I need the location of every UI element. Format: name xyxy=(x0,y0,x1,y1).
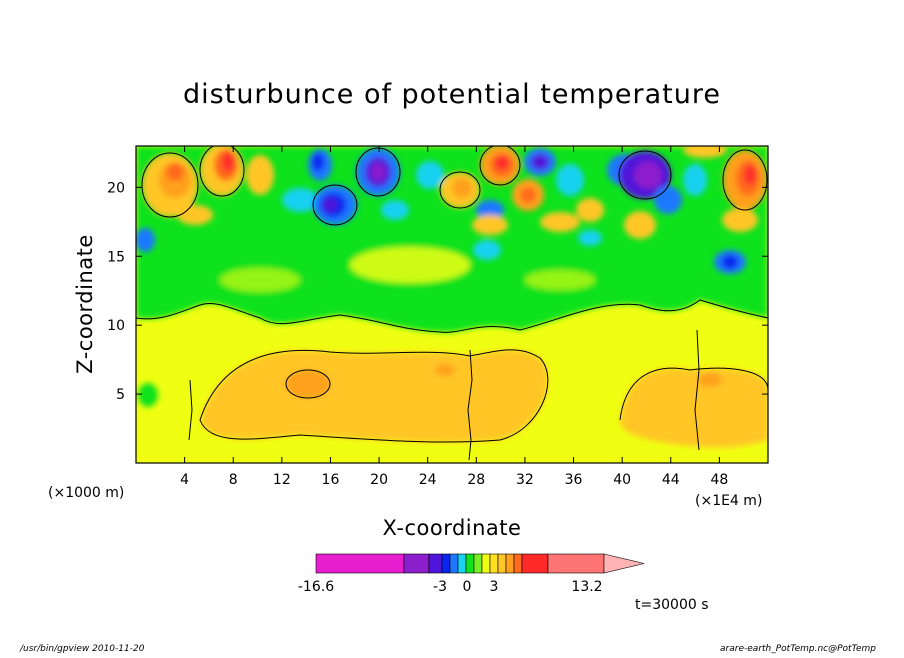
colorbar-segment xyxy=(465,553,475,574)
colorbar-segment xyxy=(315,553,405,574)
colorbar-arrow xyxy=(603,553,645,574)
x-tick-label: 24 xyxy=(419,472,437,488)
colorbar xyxy=(315,553,645,574)
colorbar-tick-label: 13.2 xyxy=(571,579,602,595)
colorbar-tick-label: 0 xyxy=(463,579,472,595)
colorbar-tick-label: -16.6 xyxy=(298,579,334,595)
x-axis: 4 8 12 16 20 24 28 32 36 40 44 48 xyxy=(180,146,728,488)
colorbar-tick-label: -3 xyxy=(433,579,447,595)
x-tick-label: 16 xyxy=(322,472,340,488)
colorbar-segment xyxy=(403,553,430,574)
colorbar-segment xyxy=(521,553,549,574)
x-scale-label: (×1E4 m) xyxy=(695,493,762,509)
chart-title: disturbunce of potential temperature xyxy=(183,79,721,110)
footer-left: /usr/bin/gpview 2010-11-20 xyxy=(19,644,145,654)
plot-frame xyxy=(135,145,769,464)
x-tick-label: 36 xyxy=(565,472,583,488)
x-tick-label: 20 xyxy=(370,472,388,488)
y-tick-label: 5 xyxy=(116,387,125,403)
contour-lines xyxy=(136,146,768,461)
colorbar-segment xyxy=(473,553,483,574)
colorbar-tick-label: 3 xyxy=(490,579,499,595)
x-unit-label: (×1000 m) xyxy=(48,485,124,501)
y-tick-label: 20 xyxy=(107,180,125,196)
y-tick-label: 10 xyxy=(107,318,125,334)
colorbar-segment xyxy=(457,553,467,574)
x-axis-title: X-coordinate xyxy=(383,516,522,540)
x-tick-label: 44 xyxy=(662,472,680,488)
colorbar-segment xyxy=(441,553,451,574)
x-tick-label: 12 xyxy=(273,472,291,488)
colorbar-segment xyxy=(428,553,443,574)
colorbar-segment xyxy=(505,553,515,574)
x-tick-label: 48 xyxy=(710,472,728,488)
upper-disturbance-cells xyxy=(136,146,767,407)
y-axis: 5 10 15 20 xyxy=(107,180,768,403)
y-tick-label: 15 xyxy=(107,249,125,265)
colorbar-segment xyxy=(497,553,507,574)
x-tick-label: 32 xyxy=(516,472,534,488)
y-axis-title: Z-coordinate xyxy=(73,234,97,374)
lower-warm-band xyxy=(200,349,768,448)
colorbar-segment xyxy=(513,553,523,574)
x-tick-label: 8 xyxy=(229,472,238,488)
colorbar-segment xyxy=(547,553,605,574)
colorbar-segment xyxy=(481,553,491,574)
footer-right: arare-earth_PotTemp.nc@PotTemp xyxy=(720,644,876,654)
colorbar-labels: -16.6 -3 0 3 13.2 xyxy=(298,579,603,595)
colorbar-segment xyxy=(449,553,459,574)
x-tick-label: 4 xyxy=(180,472,189,488)
x-tick-label: 28 xyxy=(467,472,485,488)
plot-area xyxy=(136,146,768,463)
time-label: t=30000 s xyxy=(635,597,709,613)
colorbar-segment xyxy=(489,553,499,574)
x-tick-label: 40 xyxy=(613,472,631,488)
